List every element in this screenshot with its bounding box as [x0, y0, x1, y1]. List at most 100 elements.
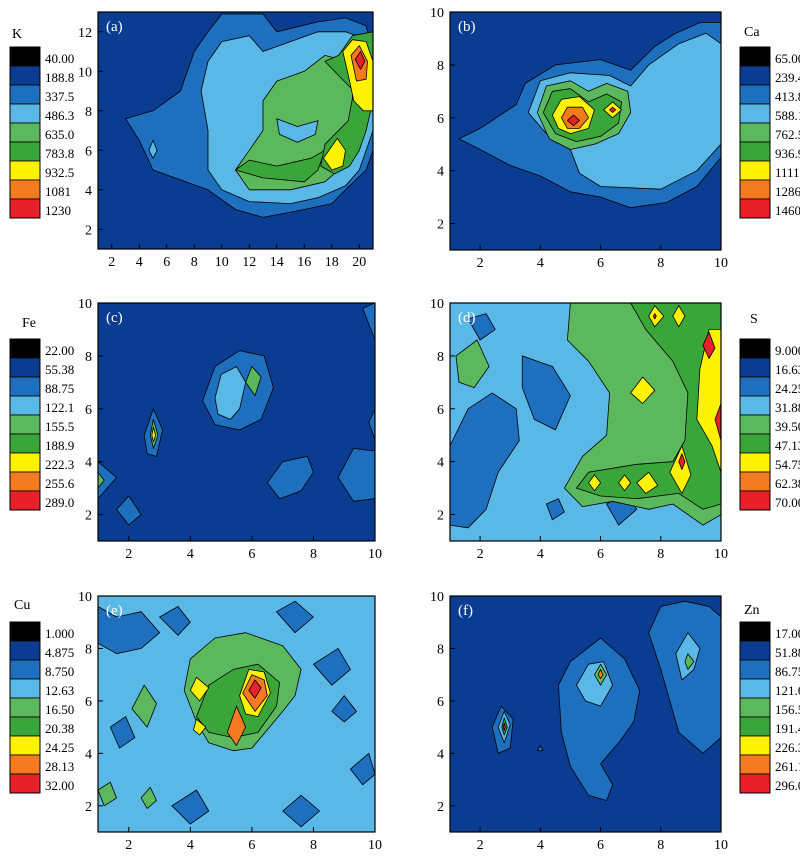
y-tick-label: 8: [437, 350, 444, 365]
legend-swatch: [9, 122, 41, 143]
x-tick-label: 8: [191, 255, 198, 270]
contour-region: [636, 471, 659, 494]
contour-region: [558, 637, 641, 801]
contour-region: [630, 376, 656, 404]
y-tick-label: 6: [437, 403, 444, 418]
x-tick-label: 14: [270, 255, 284, 270]
y-tick-label: 2: [437, 800, 444, 815]
contour-region: [131, 684, 157, 728]
legend-label: 40.00: [45, 51, 74, 66]
contour-region: [349, 752, 375, 786]
y-tick-label: 10: [430, 590, 444, 605]
legend-label: 588.1: [775, 108, 800, 123]
x-tick-label: 4: [537, 256, 544, 271]
y-tick-label: 2: [85, 509, 92, 524]
legend-swatch: [739, 452, 771, 473]
y-tick-label: 6: [437, 112, 444, 127]
panel-fe: 2 4 6 8 10 2 4 6 8 10 (c) Fe 22.00 55.38 88.75 122.1 155…: [9, 297, 382, 562]
x-tick-label: 2: [477, 547, 484, 562]
legend-swatch: [9, 179, 41, 200]
legend-label: 188.9: [45, 438, 74, 453]
x-tick-label: 6: [597, 256, 604, 271]
legend-swatch: [9, 141, 41, 162]
contour-region: [140, 787, 157, 809]
legend-frame: [739, 338, 771, 511]
legend-label: 155.5: [45, 419, 74, 434]
contour-region: [276, 600, 314, 634]
x-tick-label: 2: [477, 838, 484, 853]
legend-label: 86.75: [775, 664, 800, 679]
x-tick-label: 8: [657, 838, 664, 853]
legend-label: 51.88: [775, 645, 800, 660]
x-tick-label: 10: [368, 547, 382, 562]
y-tick-label: 10: [78, 65, 92, 80]
legend-swatch: [739, 122, 771, 143]
legend-swatch: [9, 414, 41, 435]
contour-region: [714, 403, 721, 441]
panel-label: (f): [458, 603, 473, 619]
x-tick-label: 4: [187, 547, 194, 562]
plot-frame: [97, 11, 374, 250]
x-tick-label: 2: [125, 547, 132, 562]
contour-region: [151, 426, 157, 443]
contour-region: [368, 408, 375, 441]
contour-region: [109, 716, 136, 749]
contour-regions: [450, 303, 721, 541]
contour-region: [148, 139, 158, 159]
legend-label: 20.38: [45, 721, 74, 736]
contour-region: [588, 474, 601, 492]
contour-region: [189, 676, 210, 702]
legend-label: 121.6: [775, 683, 800, 698]
legend-label: 16.63: [775, 362, 800, 377]
y-tick-label: 10: [78, 297, 92, 312]
y-tick-label: 8: [437, 59, 444, 74]
legend-label: 32.00: [45, 778, 74, 793]
legend-swatch: [739, 395, 771, 416]
y-tick-label: 6: [437, 695, 444, 710]
legend-title: S: [750, 312, 758, 327]
panel-s: 2 4 6 8 10 2 4 6 8 10 (d) S 9.000 16.63 24.25 31.88 39.5…: [430, 297, 800, 562]
legend-frame: [9, 46, 41, 219]
panel-label: (b): [458, 19, 476, 35]
x-tick-label: 8: [310, 547, 317, 562]
x-tick-label: 20: [352, 255, 366, 270]
legend-label: 296.0: [775, 778, 800, 793]
legend-label: 289.0: [45, 495, 74, 510]
legend-label: 255.6: [45, 476, 75, 491]
legend-swatch: [739, 697, 771, 718]
legend-swatch: [739, 414, 771, 435]
legend-swatch: [9, 640, 41, 661]
y-tick-label: 10: [78, 590, 92, 605]
legend-label: 28.13: [45, 759, 74, 774]
legend-label: 1.000: [45, 626, 74, 641]
y-tick-label: 4: [85, 747, 92, 762]
legend-swatch: [739, 198, 771, 219]
legend-swatch: [739, 433, 771, 454]
legend-label: 635.0: [45, 127, 74, 142]
contour-region: [684, 653, 695, 670]
legend-label: 486.3: [45, 108, 74, 123]
legend-title: K: [12, 27, 22, 42]
contour-region: [450, 392, 520, 529]
y-tick-label: 4: [437, 165, 444, 180]
y-tick-label: 6: [85, 144, 92, 159]
legend-label: 191.4: [775, 721, 800, 736]
legend-label: 762.5: [775, 127, 800, 142]
x-tick-label: 10: [215, 255, 229, 270]
panel-ca: 2 4 6 8 10 2 4 6 8 10 (b) Ca 65.00 239.4 413.8 588.1 762…: [430, 6, 800, 271]
contour-region: [669, 445, 692, 494]
legend-label: 62.38: [775, 476, 800, 491]
legend-label: 4.875: [45, 645, 74, 660]
legend-swatch: [739, 773, 771, 794]
contour-region: [502, 722, 506, 731]
y-tick-label: 4: [85, 456, 92, 471]
contour-region: [455, 339, 490, 389]
legend-label: 413.8: [775, 89, 800, 104]
x-tick-label: 18: [325, 255, 339, 270]
x-tick-label: 6: [248, 547, 255, 562]
contour-regions: [98, 596, 375, 832]
contour-region: [159, 606, 191, 636]
x-tick-label: 4: [537, 547, 544, 562]
x-tick-label: 8: [657, 547, 664, 562]
legend-frame: [739, 621, 771, 794]
